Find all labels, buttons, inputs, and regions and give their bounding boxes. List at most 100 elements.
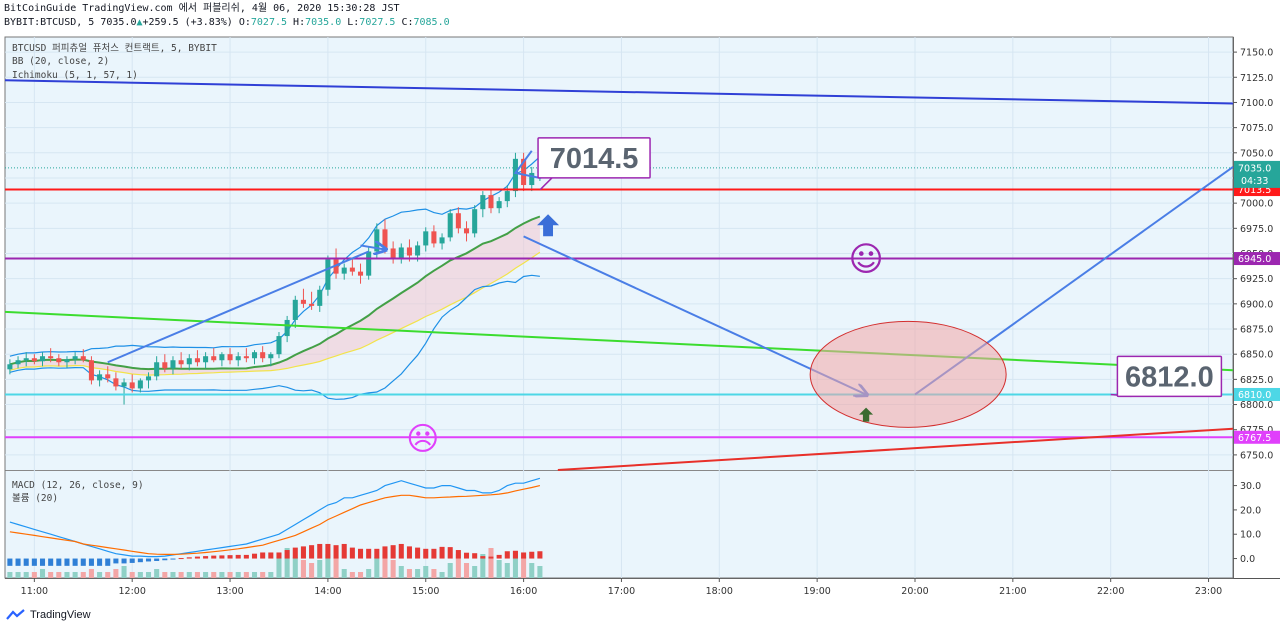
last-price: 7035.0 bbox=[100, 17, 137, 28]
target-zone-ellipse[interactable] bbox=[809, 320, 1007, 428]
volume-bar bbox=[178, 572, 184, 578]
candle-body bbox=[309, 303, 315, 306]
candle-body bbox=[121, 382, 127, 387]
macd-histogram-bar bbox=[145, 558, 152, 562]
volume-bar bbox=[406, 569, 412, 578]
price-tick-label: 6875.0 bbox=[1240, 325, 1273, 336]
macd-histogram-bar bbox=[325, 543, 331, 559]
uptrend-line[interactable] bbox=[107, 250, 370, 364]
macd-histogram-bar bbox=[512, 550, 518, 559]
trend-lines[interactable] bbox=[4, 79, 1234, 471]
macd-histogram-bar bbox=[357, 548, 364, 559]
macd-histogram-bar bbox=[129, 558, 135, 563]
callout-lower-value: 6812.0 bbox=[1125, 361, 1214, 393]
volume-bar bbox=[23, 572, 29, 578]
macd-histogram-bar bbox=[333, 545, 339, 559]
macd-histogram-bar bbox=[521, 552, 527, 559]
macd-histogram-bar bbox=[48, 558, 54, 566]
candle-body bbox=[439, 237, 445, 244]
price-axis[interactable]: 7150.07125.07100.07075.07050.07025.07000… bbox=[1233, 48, 1280, 462]
level-price-label: 7013.5 bbox=[1238, 185, 1271, 196]
brand-text: TradingView bbox=[30, 609, 91, 621]
macd-histogram-bar bbox=[251, 553, 258, 559]
candle-body bbox=[488, 195, 494, 209]
candle-body bbox=[243, 356, 249, 359]
candle-body bbox=[137, 380, 143, 389]
price-tick-label: 6800.0 bbox=[1240, 400, 1273, 411]
candle-body bbox=[357, 271, 364, 276]
volume-bar bbox=[382, 554, 388, 578]
volume-bar bbox=[39, 569, 46, 578]
volume-bar bbox=[317, 560, 323, 578]
up-arrow-blue-icon[interactable] bbox=[537, 214, 560, 237]
volume-bar bbox=[203, 572, 209, 578]
macd-histogram-bar bbox=[309, 545, 315, 559]
volume-bar bbox=[349, 572, 355, 578]
macd-histogram-bar bbox=[366, 548, 372, 559]
time-tick-label: 11:00 bbox=[21, 586, 48, 597]
symbol-interval: BYBIT:BTCUSD, 5 bbox=[4, 17, 95, 28]
macd-histogram-bar bbox=[537, 551, 543, 559]
candle-body bbox=[80, 356, 86, 361]
high-value: 7035.0 bbox=[305, 17, 342, 28]
horizontal-levels[interactable] bbox=[5, 167, 1233, 439]
macd-histogram-bar bbox=[31, 558, 37, 566]
volume-bar bbox=[341, 569, 347, 578]
time-tick-label: 23:00 bbox=[1195, 586, 1222, 597]
candle-body bbox=[186, 358, 192, 365]
macd-histogram-bar bbox=[390, 545, 396, 559]
volume-bar bbox=[504, 563, 510, 578]
up-arrow-green-icon[interactable] bbox=[859, 407, 874, 422]
volume-bar bbox=[80, 572, 86, 578]
candle-body bbox=[366, 251, 372, 276]
price-tick-label: 6825.0 bbox=[1240, 375, 1273, 386]
bb-upper-band bbox=[9, 156, 541, 357]
volume-bar bbox=[121, 566, 127, 578]
volume-bar bbox=[251, 572, 258, 578]
volume-bar bbox=[309, 563, 315, 578]
ichimoku-span-line bbox=[9, 251, 541, 376]
time-tick-label: 18:00 bbox=[706, 586, 733, 597]
price-tick-label: 6850.0 bbox=[1240, 350, 1273, 361]
volume-bar bbox=[325, 554, 331, 578]
macd-histogram-bar bbox=[472, 553, 478, 559]
time-axis[interactable]: 11:00 12:00 13:00 14:00 15:00 16:00 17:00 18:00… bbox=[21, 578, 1223, 597]
candle-body bbox=[300, 299, 306, 304]
user-drawings[interactable]: 7014.5 6812.0 ☺ ☹ bbox=[107, 137, 1234, 457]
volume-bar bbox=[357, 572, 364, 578]
macd-histogram-bar bbox=[406, 546, 412, 559]
volume-bar bbox=[447, 563, 453, 578]
candle-body bbox=[170, 360, 176, 369]
macd-histogram-bar bbox=[170, 558, 176, 560]
macd-histogram-bar bbox=[374, 548, 380, 559]
macd-histogram-bar bbox=[186, 557, 192, 559]
green-trend-line[interactable] bbox=[4, 310, 1234, 372]
callout-upper-box[interactable] bbox=[537, 137, 651, 179]
close-value: 7085.0 bbox=[413, 17, 450, 28]
volume-bar bbox=[170, 572, 176, 578]
small-arrow[interactable] bbox=[360, 245, 385, 249]
blue-trend-line[interactable] bbox=[4, 79, 1234, 105]
volume-bar bbox=[472, 566, 478, 578]
volume-bar bbox=[15, 572, 21, 578]
tradingview-logo-icon bbox=[6, 609, 25, 620]
volume-bar bbox=[521, 557, 527, 578]
macd-histogram-bar bbox=[64, 558, 70, 566]
volume-bar bbox=[243, 572, 249, 578]
macd-histogram-bar bbox=[341, 543, 347, 559]
macd-histogram-bar bbox=[80, 558, 86, 566]
candle-body bbox=[88, 360, 94, 381]
projection-down-arrow[interactable] bbox=[523, 235, 866, 394]
macd-histogram-bar bbox=[284, 550, 290, 559]
callout-lower-box[interactable] bbox=[1116, 355, 1223, 398]
red-trend-line[interactable] bbox=[557, 427, 1234, 471]
volume-bar bbox=[374, 557, 380, 578]
tradingview-footer[interactable]: TradingView bbox=[6, 609, 91, 621]
macd-histogram-bar bbox=[488, 556, 494, 559]
volume-bar bbox=[64, 572, 70, 578]
volume-bar bbox=[105, 572, 111, 578]
price-change: +259.5 (+3.83%) bbox=[142, 17, 233, 28]
candle-body bbox=[97, 374, 103, 381]
price-axis-background bbox=[1233, 37, 1280, 578]
